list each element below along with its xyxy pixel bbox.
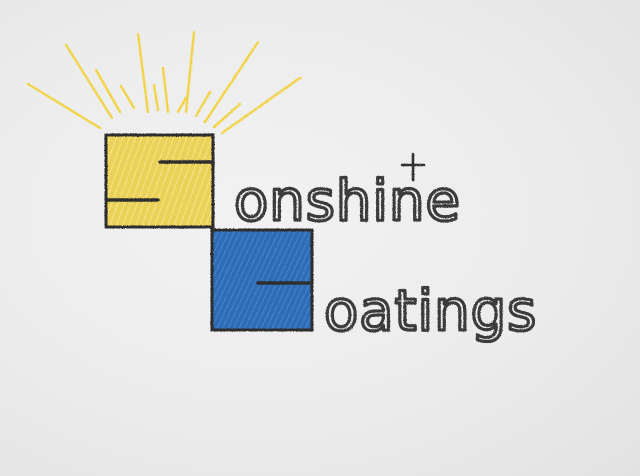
logo-word-coatings: oatings [324,279,537,344]
logo-word-sonshine: onshine [234,169,461,234]
yellow-s-square-icon [104,133,215,229]
cross-icon [400,152,426,182]
sun-rays-icon [26,30,302,135]
blue-c-square-icon [210,228,314,332]
